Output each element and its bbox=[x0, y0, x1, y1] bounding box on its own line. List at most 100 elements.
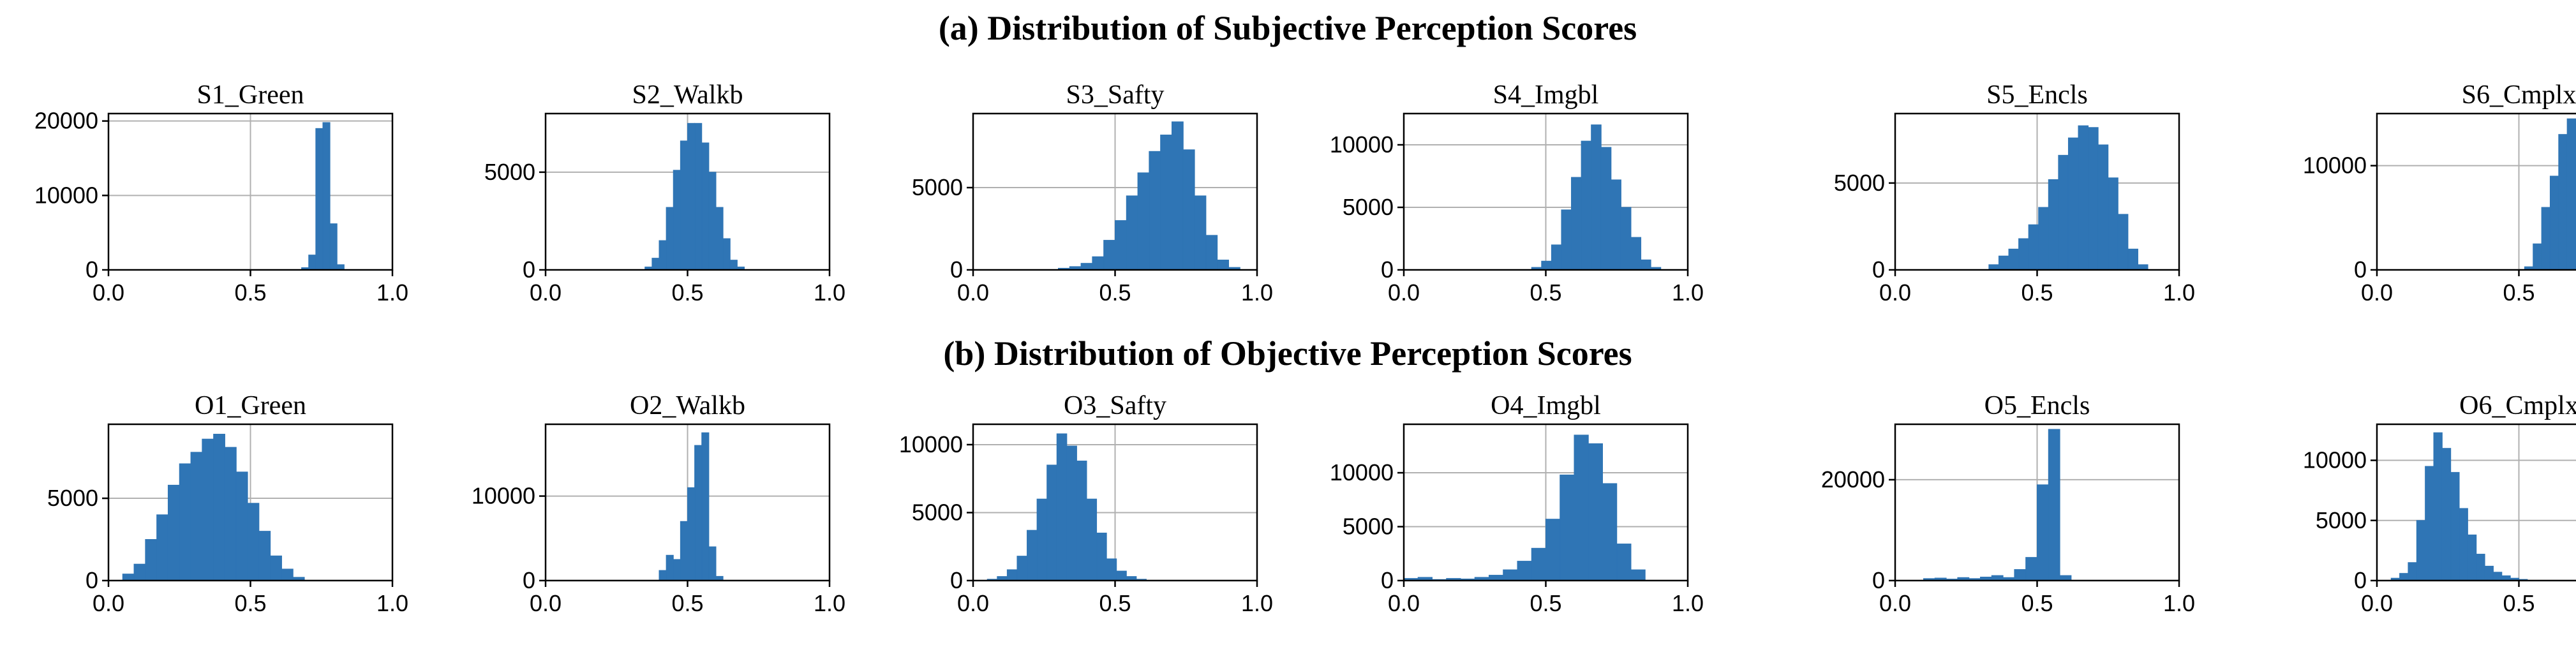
histogram-bar bbox=[2484, 565, 2494, 581]
histogram-bar bbox=[1591, 124, 1602, 271]
histogram-bar bbox=[322, 122, 331, 271]
histogram-bar bbox=[315, 128, 324, 271]
y-tick-label: 0 bbox=[523, 256, 535, 283]
histogram-bar bbox=[673, 170, 681, 271]
histogram-bar bbox=[1126, 195, 1138, 271]
histogram-panel-S5_Encls: S5_Encls 0.0 0.5 1.0 0 5000 bbox=[1834, 80, 2195, 306]
y-tick-label: 0 bbox=[86, 567, 98, 593]
histogram-bar bbox=[1066, 445, 1077, 581]
histogram-panel-S3_Safty: S3_Safty 0.0 0.5 1.0 0 5000 bbox=[912, 80, 1273, 306]
x-tick-label: 0.0 bbox=[1879, 590, 1911, 616]
histogram-bar bbox=[1092, 256, 1105, 271]
y-tick-label: 0 bbox=[86, 256, 98, 283]
histogram-bar bbox=[694, 122, 703, 271]
histogram-bar bbox=[722, 238, 731, 271]
histogram-bar bbox=[2048, 179, 2059, 271]
x-tick-label: 1.0 bbox=[2163, 279, 2195, 306]
histogram-bar bbox=[2008, 248, 2020, 271]
histogram-bar bbox=[701, 142, 710, 271]
histogram-bar bbox=[1611, 179, 1621, 271]
panel-title: O1_Green bbox=[195, 391, 306, 420]
row-title-subjective: (a) Distribution of Subjective Perceptio… bbox=[939, 9, 1637, 47]
histogram-bar bbox=[1080, 263, 1093, 271]
histogram-bar bbox=[2450, 471, 2460, 581]
x-tick-label: 0.0 bbox=[1388, 590, 1420, 616]
x-tick-label: 0.5 bbox=[2021, 590, 2053, 616]
histogram-bar bbox=[1574, 434, 1589, 581]
y-tick-label: 0 bbox=[2354, 567, 2367, 593]
histogram-bar bbox=[247, 503, 260, 581]
histogram-bar bbox=[2078, 125, 2089, 271]
histogram-bar bbox=[1489, 575, 1504, 581]
histogram-bar bbox=[666, 207, 674, 271]
histogram-bar bbox=[680, 140, 688, 271]
y-tick-label: 10000 bbox=[899, 431, 963, 457]
x-tick-label: 1.0 bbox=[814, 590, 845, 616]
histogram-bar bbox=[2558, 134, 2568, 271]
y-tick-label: 5000 bbox=[47, 485, 98, 511]
panel-title: O2_Walkb bbox=[630, 391, 745, 420]
x-tick-label: 0.5 bbox=[2021, 279, 2053, 306]
histogram-bar bbox=[1106, 558, 1117, 581]
histogram-bar bbox=[2416, 520, 2426, 581]
histogram-bar bbox=[708, 546, 717, 581]
panel-title: O5_Encls bbox=[1984, 391, 2090, 420]
histogram-bar bbox=[1641, 259, 1651, 271]
histogram-bar bbox=[2097, 144, 2109, 271]
x-tick-label: 0.5 bbox=[1530, 590, 1561, 616]
y-tick-label: 20000 bbox=[34, 108, 98, 134]
y-tick-label: 5000 bbox=[1343, 514, 1394, 540]
x-tick-label: 0.5 bbox=[234, 279, 266, 306]
histogram-bar bbox=[1541, 260, 1552, 271]
histogram-bar bbox=[666, 554, 674, 581]
histogram-bar bbox=[1503, 569, 1518, 581]
histogram-bar bbox=[1531, 547, 1546, 581]
histogram-bar bbox=[1137, 172, 1150, 271]
y-tick-label: 0 bbox=[2354, 256, 2367, 283]
y-tick-label: 0 bbox=[1872, 256, 1885, 283]
histogram-bar bbox=[708, 172, 717, 271]
histogram-bar bbox=[1056, 433, 1068, 581]
histogram-bar bbox=[2028, 224, 2039, 271]
histogram-bar bbox=[1006, 569, 1018, 581]
panel-title: O4_Imgbl bbox=[1491, 391, 1601, 420]
histogram-bar bbox=[167, 484, 180, 581]
panel-title: S4_Imgbl bbox=[1493, 80, 1599, 110]
x-tick-label: 0.5 bbox=[1099, 279, 1131, 306]
histogram-bar bbox=[715, 207, 724, 271]
x-tick-label: 0.0 bbox=[2361, 279, 2393, 306]
x-tick-label: 0.0 bbox=[93, 279, 124, 306]
histogram-bar bbox=[2038, 207, 2049, 271]
y-tick-label: 10000 bbox=[2303, 152, 2367, 179]
histogram-bar bbox=[2127, 248, 2138, 271]
panel-title: S2_Walkb bbox=[632, 80, 743, 110]
histogram-bar bbox=[1172, 121, 1184, 271]
y-tick-label: 10000 bbox=[1330, 131, 1394, 158]
histogram-bar bbox=[156, 514, 168, 581]
x-tick-label: 1.0 bbox=[1241, 590, 1273, 616]
histogram-bar bbox=[235, 471, 248, 581]
histogram-bar bbox=[145, 539, 158, 581]
x-tick-label: 1.0 bbox=[2163, 590, 2195, 616]
histogram-bar bbox=[2549, 175, 2559, 271]
y-tick-label: 5000 bbox=[912, 499, 963, 525]
histogram-bar bbox=[2541, 207, 2550, 271]
histogram-bar bbox=[1160, 135, 1172, 271]
histogram-bar bbox=[1600, 147, 1612, 271]
y-tick-label: 20000 bbox=[1821, 466, 1885, 493]
panel-title: O3_Safty bbox=[1064, 391, 1166, 420]
x-tick-label: 0.5 bbox=[1530, 279, 1561, 306]
y-tick-label: 0 bbox=[950, 567, 963, 593]
histogram-bar bbox=[213, 433, 225, 581]
y-tick-label: 0 bbox=[1381, 256, 1394, 283]
x-tick-label: 0.5 bbox=[2503, 279, 2535, 306]
x-tick-label: 0.0 bbox=[2361, 590, 2393, 616]
histogram-bar bbox=[2408, 562, 2417, 581]
histogram-bar bbox=[2492, 572, 2503, 581]
y-tick-label: 0 bbox=[1381, 567, 1394, 593]
histogram-bar bbox=[2037, 484, 2049, 581]
x-tick-label: 0.0 bbox=[93, 590, 124, 616]
histogram-bar bbox=[2399, 573, 2409, 581]
